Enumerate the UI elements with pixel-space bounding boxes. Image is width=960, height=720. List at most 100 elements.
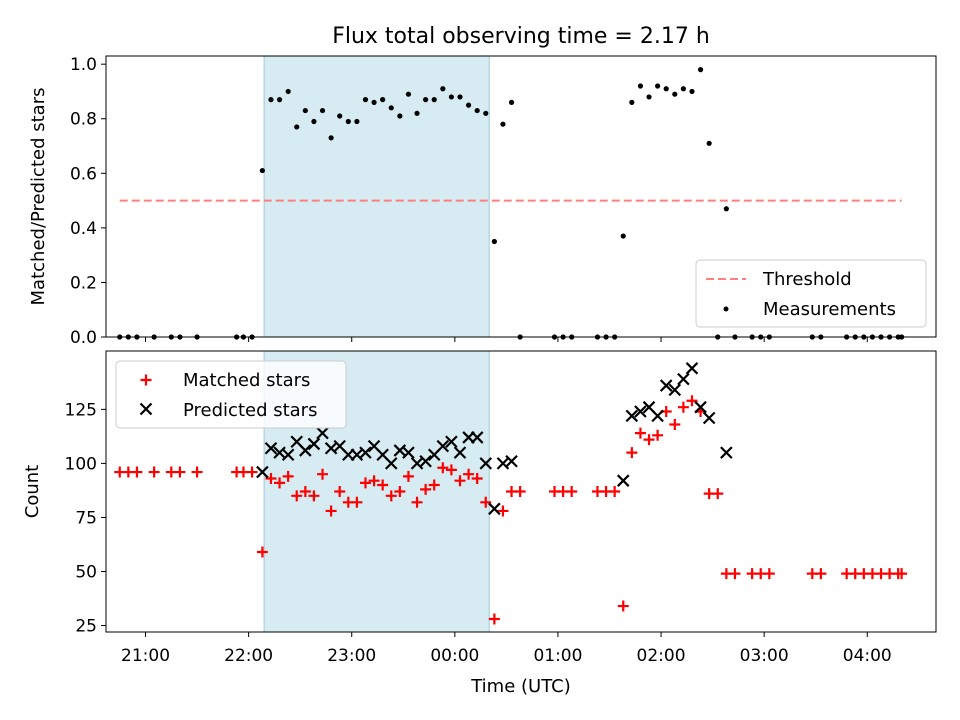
measurement-point [483,110,489,116]
bottom-x-tick-label: 22:00 [224,646,273,666]
matched-star-point [514,486,526,497]
predicted-star-point [634,405,647,418]
bottom-y-axis-label: Count [22,465,43,518]
predicted-star-point [668,383,682,397]
top-x-ticks [145,337,868,342]
predicted-star-point [419,454,432,468]
predicted-star-point [453,446,467,459]
bottom-axes-frame [105,350,937,633]
bottom-x-tick-label: 03:00 [740,646,789,666]
matched-star-point [617,600,629,612]
matched-star-point [471,473,483,485]
measurement-point [380,97,386,103]
chart-title: Flux total observing time = 2.17 h [332,24,710,49]
predicted-star-point [264,441,278,455]
matched-star-point [334,486,346,497]
measurement-point [689,88,695,95]
measurement-point [655,83,661,89]
matched-star-point [763,568,775,580]
measurement-point [414,110,420,116]
measurement-point [345,118,351,125]
predicted-star-point [720,446,733,459]
matched-star-point [148,466,160,478]
predicted-star-point [505,454,518,468]
matched-star-point [480,496,492,508]
predicted-star-point [436,439,450,453]
measurement-point [268,97,274,103]
measurement-point [294,124,300,130]
measurement-point [423,97,429,103]
measurement-point [397,113,403,119]
matched-star-point [677,401,689,413]
predicted-star-point [384,457,398,470]
matched-star-point [265,473,277,485]
measurement-point [354,118,360,125]
measurement-point [672,91,678,97]
bottom-legend: Matched stars Predicted stars [115,360,347,429]
matched-star-point [317,468,329,480]
matched-star-point [815,568,827,580]
predicted-star-point [359,446,372,459]
top-legend-measurements-label: Measurements [763,299,896,320]
predicted-star-point [470,431,484,444]
top-y-tick-label: 0.2 [70,273,97,293]
predicted-star-point [651,409,664,423]
predicted-star-point [307,437,321,451]
measurement-point [620,233,626,239]
predicted-star-point [702,411,716,425]
top-y-tick-label: 0.4 [70,219,97,239]
matched-star-point [359,477,371,489]
matched-star-point [411,496,423,508]
measurement-point [629,99,635,105]
top-observing-window [263,55,490,338]
matched-star-point [131,466,143,478]
predicted-star-point [299,444,312,457]
top-y-tick-label: 0.0 [70,328,97,348]
bottom-y-tick-label: 125 [65,400,97,420]
matched-star-point [437,462,449,474]
bottom-x-axis-label: Time (UTC) [470,676,571,697]
bottom-x-tick-label: 01:00 [533,646,582,666]
measurement-point [637,83,644,89]
bottom-y-tick-label: 50 [75,562,97,582]
measurement-point [697,67,704,73]
predicted-star-point [316,426,329,440]
measurement-point [431,97,437,103]
measurement-point [465,102,472,108]
predicted-star-point [685,362,699,375]
measurement-point [405,91,412,97]
top-y-tick-label: 1.0 [70,55,97,75]
top-panel: 0.0 0.2 0.4 0.6 0.8 1.0 Matched/Predicted sta… [28,55,937,348]
measurement-point [491,238,497,245]
bottom-panel: 25 50 75 100 125 21:00 22:00 23:00 00:00 01:00 02… [22,350,937,697]
matched-star-point [729,568,741,580]
bottom-y-tick-label: 75 [75,508,97,528]
bottom-legend-matched-label: Matched stars [183,370,310,391]
bottom-y-ticks: 25 50 75 100 125 [65,400,106,637]
bottom-y-tick-label: 100 [65,454,97,474]
measurement-point [440,86,446,92]
matched-star-point [428,479,440,491]
matched-star-point [299,486,311,497]
measurement-point [706,140,712,146]
measurement-point [474,107,480,114]
matched-star-point [686,395,698,407]
matched-star-point [174,466,186,478]
matched-star-point [282,470,294,482]
matched-star-point [377,479,389,491]
matched-star-point [274,477,286,489]
bottom-y-tick-label: 25 [75,617,97,637]
measurement-point [508,99,515,105]
matched-star-point [291,490,303,502]
top-legend-measurement-swatch [723,306,729,312]
matched-star-point [402,470,414,482]
measurement-point [337,113,343,119]
measurement-point [328,135,334,141]
measurement-point [680,86,686,92]
top-y-ticks: 0.0 0.2 0.4 0.6 0.8 1.0 [70,55,106,348]
predicted-star-point [445,435,458,449]
matched-star-point [896,568,908,580]
matched-star-point [420,483,432,495]
predicted-star-point [488,502,501,516]
